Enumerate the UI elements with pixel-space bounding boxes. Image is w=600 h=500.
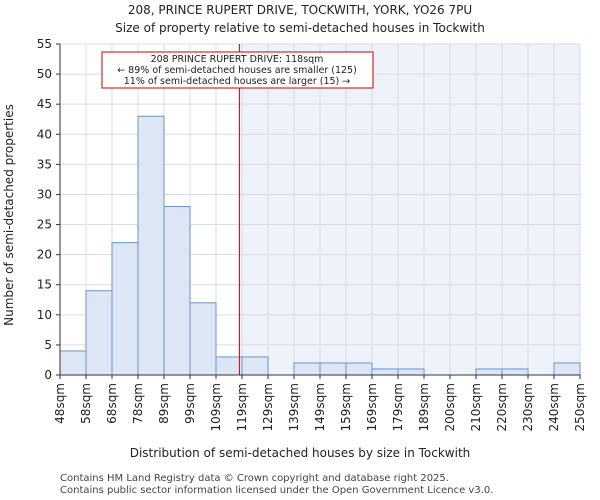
bar-159sqm: [345, 362, 373, 376]
x-tick-label-230sqm: 230sqm: [521, 383, 535, 431]
bar-179sqm: [397, 368, 425, 376]
x-tick-label-159sqm: 159sqm: [339, 383, 353, 431]
x-tick-label-200sqm: 200sqm: [443, 383, 457, 431]
y-tick-label-55: 55: [37, 37, 52, 51]
x-tick-label-240sqm: 240sqm: [547, 383, 561, 431]
x-tick-label-220sqm: 220sqm: [495, 383, 509, 431]
y-tick-label-10: 10: [37, 308, 52, 322]
footer-line-2: Contains public sector information licen…: [60, 485, 494, 496]
x-tick-label-210sqm: 210sqm: [469, 383, 483, 431]
x-tick-label-78sqm: 78sqm: [131, 383, 145, 424]
bar-240sqm: [553, 362, 581, 376]
bar-89sqm: [163, 205, 191, 376]
x-tick-label-149sqm: 149sqm: [313, 383, 327, 431]
x-tick-label-169sqm: 169sqm: [365, 383, 379, 431]
chart-title: 208, PRINCE RUPERT DRIVE, TOCKWITH, YORK…: [128, 3, 472, 17]
x-tick-label-68sqm: 68sqm: [105, 383, 119, 424]
footer-line-1: Contains HM Land Registry data © Crown c…: [60, 473, 449, 484]
annotation-line-3: 11% of semi-detached houses are larger (…: [124, 76, 351, 87]
x-axis-label: Distribution of semi-detached houses by …: [130, 446, 471, 460]
bar-220sqm: [501, 368, 529, 376]
annotation-box: [101, 51, 374, 89]
x-tick-label-179sqm: 179sqm: [391, 383, 405, 431]
x-tick-label-119sqm: 119sqm: [235, 383, 249, 431]
bar-48sqm: [59, 350, 87, 376]
x-tick-label-250sqm: 250sqm: [573, 383, 587, 431]
bar-139sqm: [293, 362, 321, 376]
bar-149sqm: [319, 362, 347, 376]
x-tick-label-58sqm: 58sqm: [79, 383, 93, 424]
chart-subtitle: Size of property relative to semi-detach…: [115, 21, 485, 35]
bar-68sqm: [111, 242, 139, 376]
x-tick-label-189sqm: 189sqm: [417, 383, 431, 431]
y-tick-label-15: 15: [37, 278, 52, 292]
x-tick-label-89sqm: 89sqm: [157, 383, 171, 424]
x-tick-label-109sqm: 109sqm: [209, 383, 223, 431]
bar-169sqm: [371, 368, 399, 376]
x-tick-label-99sqm: 99sqm: [183, 383, 197, 424]
annotation-line-1: 208 PRINCE RUPERT DRIVE: 118sqm: [151, 54, 324, 65]
bar-58sqm: [85, 290, 113, 376]
y-tick-label-30: 30: [37, 187, 52, 201]
y-tick-label-35: 35: [37, 157, 52, 171]
bar-119sqm: [241, 356, 269, 376]
bar-78sqm: [137, 115, 165, 376]
x-tick-label-129sqm: 129sqm: [261, 383, 275, 431]
y-tick-label-0: 0: [44, 368, 52, 382]
y-tick-label-5: 5: [44, 338, 52, 352]
x-tick-label-48sqm: 48sqm: [53, 383, 67, 424]
x-tick-label-139sqm: 139sqm: [287, 383, 301, 431]
y-tick-label-45: 45: [37, 97, 52, 111]
y-tick-label-25: 25: [37, 218, 52, 232]
bar-210sqm: [475, 368, 503, 376]
y-tick-label-40: 40: [37, 127, 52, 141]
bar-99sqm: [189, 302, 217, 376]
highlight-region: [239, 44, 580, 375]
annotation-line-2: ← 89% of semi-detached houses are smalle…: [117, 65, 357, 76]
y-axis-label: Number of semi-detached properties: [2, 104, 16, 326]
bar-109sqm: [215, 356, 243, 376]
y-tick-label-50: 50: [37, 67, 52, 81]
y-tick-label-20: 20: [37, 248, 52, 262]
